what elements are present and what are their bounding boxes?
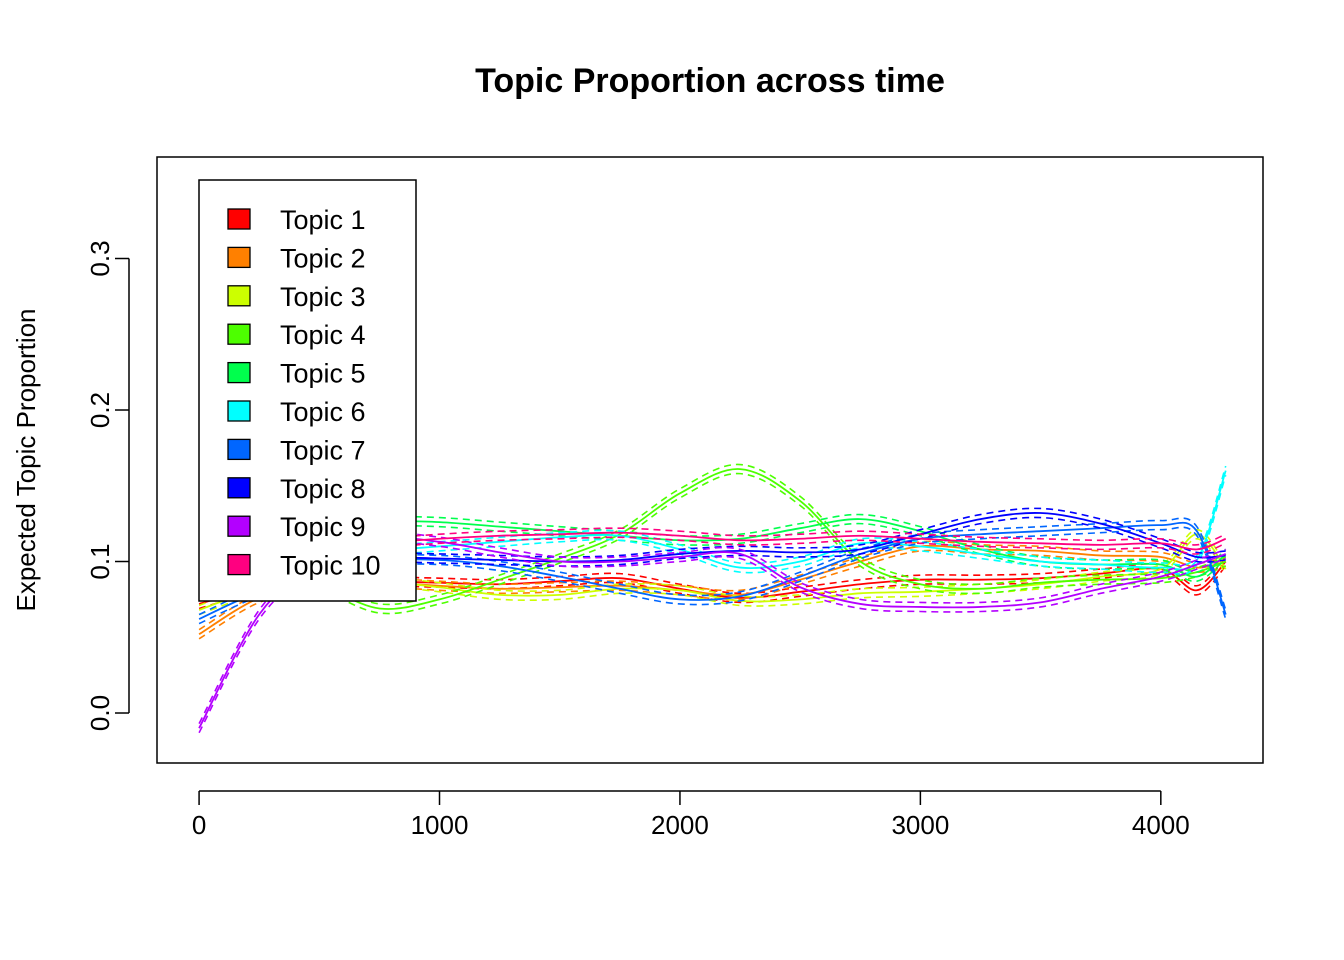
legend-item: Topic 5 bbox=[227, 359, 366, 389]
legend-item: Topic 10 bbox=[227, 551, 381, 581]
legend-swatch bbox=[227, 477, 251, 499]
legend-item: Topic 6 bbox=[227, 397, 366, 427]
legend-item: Topic 9 bbox=[227, 512, 366, 542]
legend-swatch bbox=[227, 361, 251, 384]
x-tick-label: 0 bbox=[192, 810, 206, 840]
legend-label: Topic 5 bbox=[280, 359, 366, 389]
legend-label: Topic 7 bbox=[280, 435, 366, 465]
legend-label: Topic 2 bbox=[280, 243, 366, 273]
x-tick-label: 2000 bbox=[651, 810, 709, 840]
legend-item: Topic 4 bbox=[227, 320, 366, 350]
legend-label: Topic 8 bbox=[280, 474, 366, 504]
series-upper-ci-line bbox=[199, 463, 1227, 606]
legend-label: Topic 6 bbox=[280, 397, 366, 427]
y-tick-label: 0.3 bbox=[85, 240, 115, 276]
x-tick-label: 3000 bbox=[891, 810, 949, 840]
legend-label: Topic 4 bbox=[280, 320, 366, 350]
legend-item: Topic 2 bbox=[227, 243, 366, 273]
legend-item: Topic 1 bbox=[227, 205, 366, 235]
legend-swatch bbox=[227, 515, 251, 537]
legend-item: Topic 3 bbox=[227, 282, 366, 312]
legend: Topic 1 Topic 2 Topic 3 Topic 4 Topic 5 Topic… bbox=[198, 179, 417, 602]
legend-swatch bbox=[227, 246, 251, 269]
legend-item: Topic 7 bbox=[227, 435, 366, 465]
legend-label: Topic 9 bbox=[280, 512, 366, 542]
legend-label: Topic 10 bbox=[280, 551, 381, 581]
y-tick-label: 0.2 bbox=[85, 392, 115, 428]
y-axis-label: Expected Topic Proportion bbox=[11, 308, 41, 611]
y-tick-label: 0.1 bbox=[85, 543, 115, 579]
legend-swatch bbox=[227, 438, 251, 461]
legend-swatch bbox=[227, 400, 251, 422]
legend-label: Topic 3 bbox=[280, 282, 366, 312]
y-axis: 0.0 0.1 0.2 0.3 bbox=[85, 240, 130, 731]
chart-title: Topic Proportion across time bbox=[475, 62, 945, 100]
legend-swatch bbox=[227, 208, 251, 230]
legend-swatch bbox=[227, 323, 251, 345]
y-tick-label: 0.0 bbox=[85, 695, 115, 731]
legend-item: Topic 8 bbox=[227, 474, 366, 504]
legend-swatch bbox=[227, 553, 251, 576]
plot-frame bbox=[156, 156, 1264, 764]
x-tick-label: 4000 bbox=[1132, 810, 1190, 840]
series-lower-ci-line bbox=[198, 526, 1227, 625]
x-axis: 0 1000 2000 3000 4000 bbox=[192, 790, 1190, 840]
series-line bbox=[199, 468, 1227, 610]
x-tick-label: 1000 bbox=[411, 810, 469, 840]
legend-swatch bbox=[227, 285, 251, 307]
legend-label: Topic 1 bbox=[280, 205, 366, 235]
